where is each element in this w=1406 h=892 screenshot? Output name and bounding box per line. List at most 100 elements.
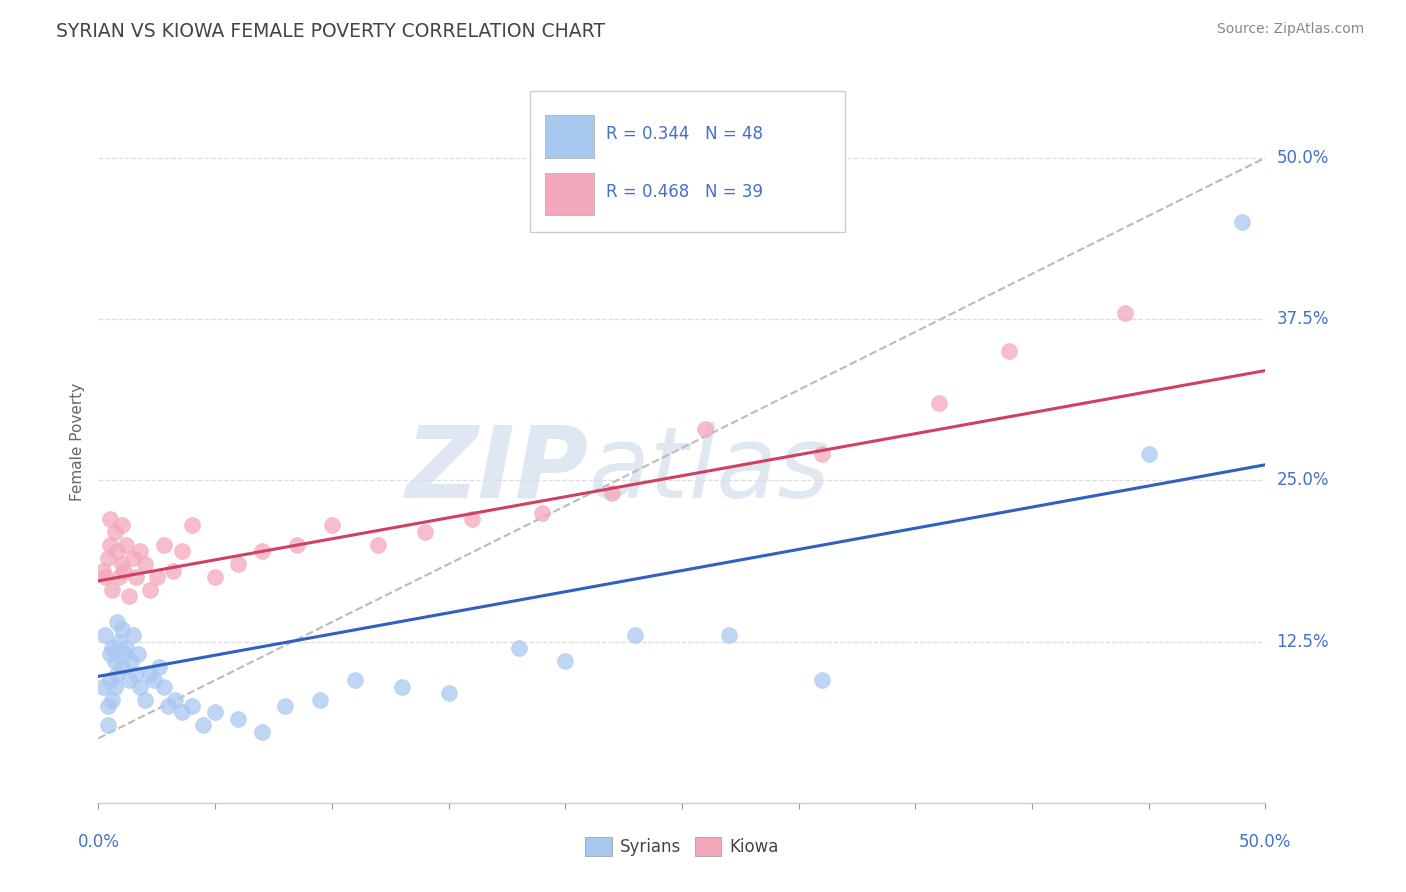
Point [508, 640, 530, 655]
Point [1137, 447, 1160, 461]
Point [600, 486, 623, 500]
Text: 50.0%: 50.0% [1277, 149, 1329, 167]
Point [104, 524, 127, 539]
Point [115, 538, 138, 552]
Point [811, 673, 834, 688]
Text: atlas: atlas [589, 422, 830, 519]
Point [811, 447, 834, 461]
Point [391, 680, 413, 694]
Point [193, 718, 215, 732]
Point [997, 344, 1019, 359]
FancyBboxPatch shape [546, 115, 595, 158]
Point [695, 422, 717, 436]
Point [122, 550, 145, 565]
Point [928, 396, 950, 410]
Point [413, 524, 436, 539]
Point [250, 544, 273, 558]
Point [139, 666, 162, 681]
Text: ZIP: ZIP [405, 422, 589, 519]
Point [101, 692, 124, 706]
Point [162, 564, 184, 578]
Point [157, 699, 180, 714]
Point [127, 648, 149, 662]
Text: 0.0%: 0.0% [77, 833, 120, 851]
Point [118, 590, 141, 604]
Point [152, 538, 174, 552]
Text: 25.0%: 25.0% [1277, 471, 1329, 489]
Point [143, 673, 166, 688]
Text: R = 0.468   N = 39: R = 0.468 N = 39 [606, 183, 763, 202]
Point [165, 692, 187, 706]
Point [97, 550, 120, 565]
Point [91, 564, 114, 578]
FancyBboxPatch shape [530, 91, 845, 232]
Point [321, 518, 343, 533]
Point [172, 706, 194, 720]
Point [134, 557, 156, 571]
Point [285, 538, 308, 552]
Point [148, 660, 170, 674]
Text: 37.5%: 37.5% [1277, 310, 1329, 328]
Point [129, 544, 152, 558]
Text: Source: ZipAtlas.com: Source: ZipAtlas.com [1216, 22, 1364, 37]
Point [1114, 305, 1136, 319]
Point [120, 654, 142, 668]
Point [108, 634, 131, 648]
Point [146, 570, 169, 584]
Point [624, 628, 647, 642]
Point [129, 680, 152, 694]
Point [104, 654, 127, 668]
Point [98, 538, 121, 552]
Point [101, 582, 124, 597]
Point [172, 544, 194, 558]
Point [94, 628, 117, 642]
Point [437, 686, 460, 700]
Point [112, 648, 135, 662]
Point [309, 692, 332, 706]
Y-axis label: Female Poverty: Female Poverty [70, 383, 86, 500]
Point [1230, 215, 1253, 229]
Point [108, 570, 131, 584]
Point [530, 506, 553, 520]
Point [115, 640, 138, 655]
Point [98, 648, 121, 662]
Point [204, 570, 226, 584]
Point [228, 712, 250, 726]
Point [118, 673, 141, 688]
Point [274, 699, 297, 714]
Point [98, 512, 121, 526]
Point [367, 538, 389, 552]
Point [111, 660, 134, 674]
Text: SYRIAN VS KIOWA FEMALE POVERTY CORRELATION CHART: SYRIAN VS KIOWA FEMALE POVERTY CORRELATI… [56, 22, 605, 41]
Text: R = 0.344   N = 48: R = 0.344 N = 48 [606, 126, 763, 144]
Point [228, 557, 250, 571]
Point [111, 557, 134, 571]
Point [105, 615, 128, 630]
Point [111, 518, 134, 533]
Point [91, 680, 114, 694]
Text: 12.5%: 12.5% [1277, 632, 1329, 650]
Point [461, 512, 484, 526]
Point [139, 582, 162, 597]
Point [104, 680, 127, 694]
Point [554, 654, 576, 668]
Legend: Syrians, Kiowa: Syrians, Kiowa [578, 830, 786, 863]
Point [112, 564, 135, 578]
Point [180, 518, 202, 533]
Point [101, 640, 124, 655]
Point [98, 673, 121, 688]
Point [125, 570, 148, 584]
Point [134, 692, 156, 706]
Point [344, 673, 367, 688]
Point [122, 628, 145, 642]
Point [97, 699, 120, 714]
Point [105, 666, 128, 681]
Text: 50.0%: 50.0% [1239, 833, 1292, 851]
Point [204, 706, 226, 720]
Point [97, 718, 120, 732]
FancyBboxPatch shape [546, 173, 595, 215]
Point [180, 699, 202, 714]
Point [111, 622, 134, 636]
Point [105, 544, 128, 558]
Point [94, 570, 117, 584]
